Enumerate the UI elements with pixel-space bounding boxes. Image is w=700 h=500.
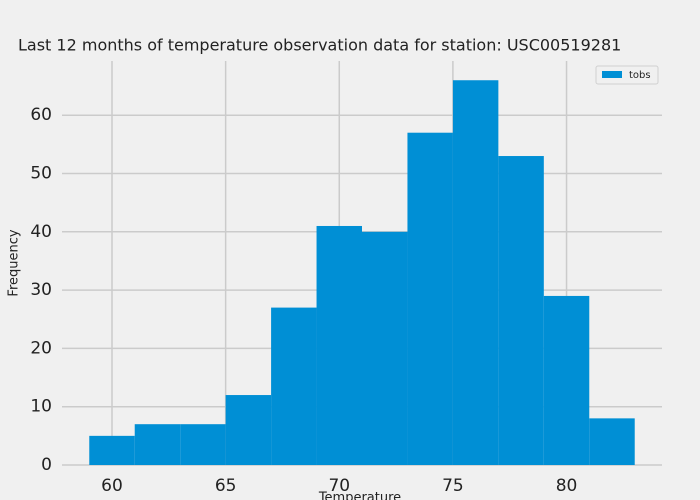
y-tick-label: 40 [30,222,52,242]
x-tick-label: 70 [328,476,350,496]
bar [498,156,544,465]
y-tick-label: 50 [30,164,52,184]
bar [180,424,226,465]
legend-box [595,65,659,85]
bar [316,225,362,465]
legend-swatch [602,71,622,78]
y-tick-label: 20 [30,338,52,358]
bar [589,418,635,465]
x-tick-label: 75 [442,476,464,496]
bar [134,424,181,465]
x-tick-label: 80 [556,476,578,496]
bar [89,435,135,465]
bar [225,395,272,465]
y-tick-label: 30 [30,280,52,300]
y-axis-label: Frequency [7,229,22,296]
y-tick-label: 10 [30,397,52,417]
chart-title: Last 12 months of temperature observatio… [18,36,621,55]
bar [407,132,453,465]
bar [271,307,317,465]
y-tick-label: 0 [41,455,52,475]
bar [452,80,499,465]
x-tick-label: 65 [215,476,237,496]
bar [543,295,590,465]
y-tick-label: 60 [30,105,52,125]
legend-label: tobs [629,70,651,81]
x-tick-label: 60 [101,476,123,496]
x-axis-label: Temperature [318,491,401,500]
bar [362,231,408,465]
